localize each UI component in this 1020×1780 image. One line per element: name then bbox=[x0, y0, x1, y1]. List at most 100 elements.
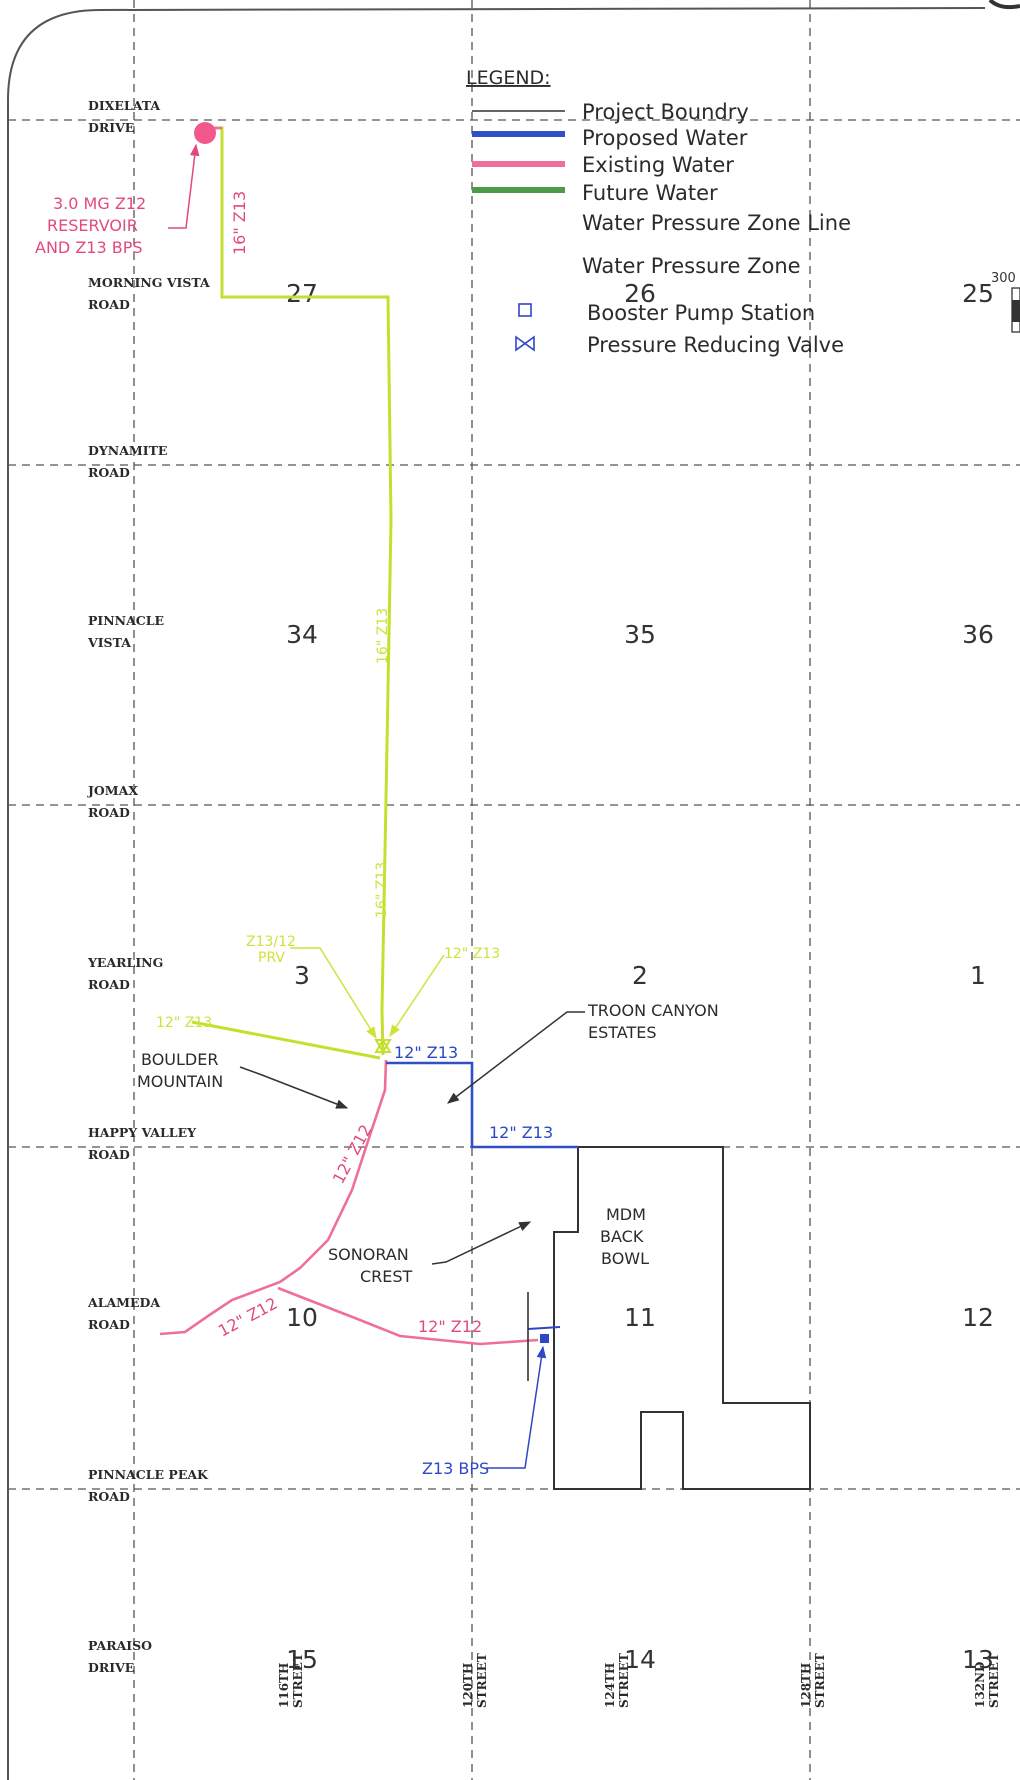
bps-label: Z13 BPS bbox=[422, 1459, 489, 1478]
boulder-label-2: MOUNTAIN bbox=[137, 1072, 223, 1091]
road-label: PINNACLE bbox=[88, 613, 164, 628]
legend-item-zone: Water Pressure Zone bbox=[582, 254, 801, 278]
reservoir-symbol bbox=[194, 122, 216, 144]
section-grid bbox=[8, 0, 1020, 1780]
reservoir-label-2: RESERVOIR bbox=[47, 216, 138, 235]
road-label-suffix: ROAD bbox=[88, 465, 130, 480]
street-label: 128TH bbox=[799, 1663, 813, 1708]
sonoran-leader bbox=[431, 1221, 532, 1265]
reservoir-label-1: 3.0 MG Z12 bbox=[53, 194, 146, 213]
road-label-suffix: DRIVE bbox=[88, 120, 134, 135]
pipe-12in-z13-blue-bottom-label: 12" Z13 bbox=[489, 1123, 553, 1142]
pipe-16in-low-label: 16" Z13 bbox=[374, 862, 390, 918]
pipe-12in-z13-blue-top-label: 12" Z13 bbox=[394, 1043, 458, 1062]
proposed-water-lines bbox=[386, 1061, 578, 1149]
pipe-12in-z12-a-label: 12" Z12 bbox=[329, 1121, 376, 1187]
frame-corner-mark bbox=[988, 0, 1020, 10]
mdm-label-1: MDM bbox=[606, 1205, 646, 1224]
street-label-suffix: STREET bbox=[987, 1653, 1001, 1708]
pipe-12in-z12-c-label: 12" Z12 bbox=[418, 1317, 482, 1336]
section-number: 35 bbox=[624, 620, 656, 649]
prv-label-2: PRV bbox=[258, 950, 285, 966]
legend-item-booster: Booster Pump Station bbox=[587, 301, 815, 325]
mdm-label-2: BACK bbox=[600, 1227, 644, 1246]
legend-item-boundary: Project Boundry bbox=[582, 100, 749, 124]
pipe-16in-top-label: 16" Z13 bbox=[230, 191, 249, 255]
mdm-label-3: BOWL bbox=[601, 1249, 649, 1268]
section-number: 36 bbox=[962, 620, 994, 649]
prv-leader bbox=[290, 947, 377, 1040]
road-label: PARAISO bbox=[88, 1638, 152, 1653]
road-label-suffix: ROAD bbox=[88, 1317, 130, 1332]
legend-item-prv: Pressure Reducing Valve bbox=[587, 333, 844, 357]
road-label: HAPPY VALLEY bbox=[88, 1125, 197, 1140]
sonoran-label-1: SONORAN bbox=[328, 1245, 409, 1264]
sheet-frame bbox=[7, 7, 986, 1780]
section-number: 25 bbox=[962, 279, 994, 308]
future-water-16in-main bbox=[206, 126, 393, 1056]
section-number: 12 bbox=[962, 1303, 994, 1332]
existing-water-12in-z12-main bbox=[159, 1059, 388, 1336]
legend-title: LEGEND: bbox=[466, 67, 551, 89]
sonoran-label-2: CREST bbox=[360, 1267, 413, 1286]
reservoir-label-3: AND Z13 BPS bbox=[35, 238, 143, 257]
section-number: 2 bbox=[632, 961, 648, 990]
road-label: ALAMEDA bbox=[87, 1295, 160, 1310]
section-number: 1 bbox=[970, 961, 986, 990]
street-label: 132ND bbox=[973, 1662, 987, 1708]
proposed-water-12in-z13 bbox=[386, 1061, 578, 1149]
road-label-suffix: ROAD bbox=[88, 977, 130, 992]
bps-leader bbox=[486, 1345, 547, 1469]
road-label: DYNAMITE bbox=[88, 443, 167, 458]
scale-bar-fill bbox=[1012, 300, 1020, 322]
booster-pump-legend-icon bbox=[518, 303, 532, 317]
pipe-16in-mid-label: 16" Z13 bbox=[375, 608, 391, 664]
section-numbers: 27 26 25 34 35 36 3 2 1 10 11 12 15 14 13 bbox=[286, 279, 994, 1674]
prv-label-1: Z13/12 bbox=[246, 934, 296, 950]
boulder-leader bbox=[239, 1066, 349, 1109]
scale-fragment: 300 bbox=[991, 271, 1016, 286]
road-label: PINNACLE PEAK bbox=[88, 1467, 209, 1482]
bps-crossbar bbox=[527, 1326, 561, 1330]
section-number: 13 bbox=[962, 1645, 994, 1674]
legend-item-proposed: Proposed Water bbox=[582, 126, 748, 150]
legend-item-existing: Existing Water bbox=[582, 153, 734, 177]
road-label-suffix: ROAD bbox=[88, 1147, 130, 1162]
street-label-suffix: STREET bbox=[813, 1653, 827, 1708]
legend: LEGEND: Project Boundry Proposed Water E… bbox=[466, 67, 851, 357]
boulder-label-1: BOULDER bbox=[141, 1050, 218, 1069]
section-number: 11 bbox=[624, 1303, 656, 1332]
street-label-suffix: STREET bbox=[291, 1653, 305, 1708]
road-label: YEARLING bbox=[87, 955, 163, 970]
street-label-suffix: STREET bbox=[617, 1653, 631, 1708]
pipe-12in-green-right-leader bbox=[389, 954, 445, 1037]
road-label-suffix: ROAD bbox=[88, 1489, 130, 1504]
section-number: 10 bbox=[286, 1303, 318, 1332]
section-number: 27 bbox=[286, 279, 318, 308]
troon-label-1: TROON CANYON bbox=[587, 1001, 719, 1020]
road-label: DIXELATA bbox=[88, 98, 160, 113]
road-labels: DIXELATA DRIVE MORNING VISTA ROAD DYNAMITE RO… bbox=[87, 98, 210, 1675]
pipe-12in-z13-green-left-label: 12" Z13 bbox=[156, 1015, 212, 1031]
existing-water-12in-z12-east bbox=[277, 1286, 539, 1346]
road-label: MORNING VISTA bbox=[88, 275, 210, 290]
section-number: 26 bbox=[624, 279, 656, 308]
road-label-suffix: DRIVE bbox=[88, 1660, 134, 1675]
prv-legend-icon bbox=[515, 335, 535, 352]
street-label-suffix: STREET bbox=[475, 1653, 489, 1708]
pipe-12in-z13-green-right-label: 12" Z13 bbox=[444, 946, 500, 962]
street-labels: 116TH STREET 120TH STREET 124TH STREET 128TH ST… bbox=[277, 1653, 1001, 1708]
road-label-suffix: VISTA bbox=[87, 635, 131, 650]
street-label: 120TH bbox=[461, 1663, 475, 1708]
section-number: 34 bbox=[286, 620, 318, 649]
street-label: 124TH bbox=[603, 1663, 617, 1708]
reservoir-leader bbox=[168, 143, 200, 229]
pipe-12in-z12-b-label: 12" Z12 bbox=[215, 1294, 281, 1341]
road-label-suffix: ROAD bbox=[88, 297, 130, 312]
section-number: 3 bbox=[294, 961, 310, 990]
legend-item-zone-line: Water Pressure Zone Line bbox=[582, 211, 851, 235]
road-label: JOMAX bbox=[87, 783, 138, 798]
legend-item-future: Future Water bbox=[582, 181, 718, 205]
troon-label-2: ESTATES bbox=[588, 1023, 657, 1042]
